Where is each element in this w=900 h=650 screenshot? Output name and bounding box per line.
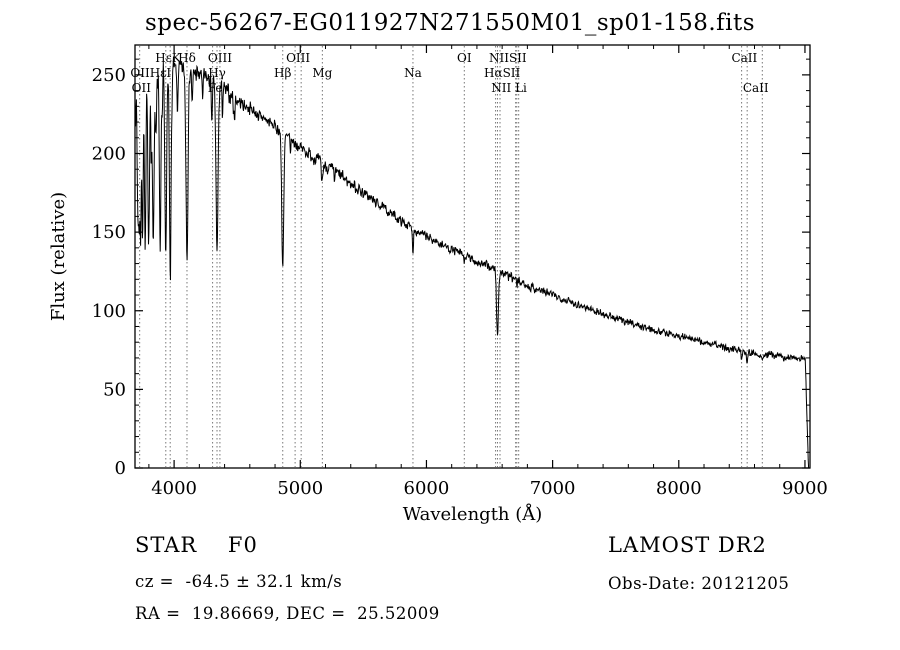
svg-text:200: 200 <box>92 144 126 165</box>
svg-text:250: 250 <box>92 65 126 86</box>
x-axis-label: Wavelength (Å) <box>403 503 543 525</box>
svg-text:7000: 7000 <box>530 478 576 499</box>
svg-text:Hγ: Hγ <box>208 66 226 80</box>
page-title: spec-56267-EG011927N271550M01_sp01-158.f… <box>144 10 756 36</box>
svg-text:50: 50 <box>103 379 126 400</box>
svg-text:9000: 9000 <box>782 478 828 499</box>
svg-text:NII Li: NII Li <box>491 81 527 95</box>
svg-text:CaII: CaII <box>731 51 757 65</box>
svg-text:5000: 5000 <box>277 478 323 499</box>
svg-text:HαSII: HαSII <box>484 66 521 80</box>
svg-text:NIISII: NIISII <box>489 51 527 65</box>
svg-text:OIIHεI: OIIHεI <box>130 66 171 80</box>
obs-date-value: Obs-Date: 20121205 <box>608 574 790 593</box>
svg-text:150: 150 <box>92 222 126 243</box>
svg-text:OIII: OIII <box>286 51 310 65</box>
object-class-label: STAR F0 <box>135 533 258 557</box>
svg-text:8000: 8000 <box>656 478 702 499</box>
svg-text:0: 0 <box>115 458 126 479</box>
svg-text:100: 100 <box>92 301 126 322</box>
survey-label: LAMOST DR2 <box>608 533 767 557</box>
cz-value: cz = -64.5 ± 32.1 km/s <box>135 572 343 591</box>
svg-text:OIII: OIII <box>208 51 232 65</box>
svg-text:Hβ: Hβ <box>274 66 291 80</box>
svg-text:4000: 4000 <box>151 478 197 499</box>
svg-text:OI: OI <box>457 51 472 65</box>
ra-dec-value: RA = 19.86669, DEC = 25.52009 <box>135 604 440 623</box>
svg-text:OII: OII <box>132 81 152 95</box>
svg-text:Mg: Mg <box>312 66 332 80</box>
svg-text:Na: Na <box>404 66 422 80</box>
y-axis-label: Flux (relative) <box>48 192 69 321</box>
svg-text:6000: 6000 <box>404 478 450 499</box>
svg-text:HεK: HεK <box>155 51 182 65</box>
svg-text:CaII: CaII <box>743 81 769 95</box>
svg-text:Hδ: Hδ <box>178 51 196 65</box>
